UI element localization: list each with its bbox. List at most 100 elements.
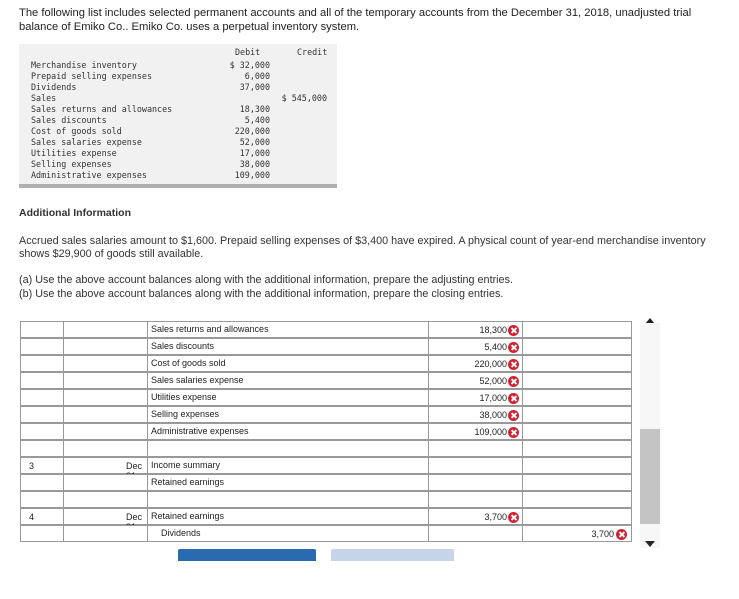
debit-cell[interactable] [429,457,523,474]
credit-cell[interactable] [523,338,632,355]
account-cell[interactable]: Sales returns and allowances [148,321,576,338]
previous-button[interactable] [178,549,316,561]
account-cell[interactable]: Sales salaries expense [148,372,576,389]
account-cell[interactable]: Sales discounts [148,338,576,355]
next-button[interactable] [331,549,454,561]
trial-balance-row: Cost of goods sold 220,000 [19,126,337,137]
credit-cell[interactable] [523,389,632,406]
credit-cell[interactable]: 3,700 [523,525,632,542]
date-cell[interactable] [64,491,148,508]
debit-cell[interactable]: 5,400 [429,338,523,355]
entry-number-cell [20,389,64,406]
trial-balance-table: Debit Credit Merchandise inventory $ 32,0… [19,44,337,188]
journal-row: Cost of goods sold 220,000 [20,355,632,372]
journal-row: Selling expenses 38,000 [20,406,632,423]
debit-cell[interactable] [429,440,523,457]
entry-number-cell [20,474,64,491]
account-cell[interactable] [148,440,429,457]
scroll-up-icon[interactable] [645,318,655,324]
date-cell[interactable] [64,406,148,423]
entry-number-cell [20,525,64,542]
account-name: Dividends [161,528,201,538]
credit-cell[interactable] [523,474,632,491]
journal-row: Sales salaries expense 52,000 [20,372,632,389]
date-cell[interactable] [64,440,148,457]
debit-cell[interactable] [429,474,523,491]
debit-cell[interactable]: 17,000 [429,389,523,406]
entry-number-cell: 4 [20,508,64,525]
account-cell[interactable]: Administrative expenses [148,423,576,440]
question-b: (b) Use the above account balances along… [19,288,504,300]
account-cell[interactable]: Retained earnings [148,508,576,525]
debit-cell[interactable]: 220,000 [429,355,523,372]
account-cell[interactable]: Cost of goods sold [148,355,576,372]
credit-cell[interactable] [523,457,632,474]
date-cell[interactable]: Dec 31 [64,508,148,532]
date-cell[interactable] [64,474,148,491]
tb-account: Sales discounts [31,115,107,125]
debit-value: 18,300 [479,325,507,335]
entry-number-cell [20,440,64,457]
tb-debit: 109,000 [234,170,270,180]
credit-cell[interactable] [523,423,632,440]
date-cell[interactable] [64,321,148,338]
credit-cell[interactable] [523,508,632,525]
debit-cell[interactable] [429,491,523,508]
tb-account: Utilities expense [31,148,117,158]
date-cell[interactable] [64,389,148,406]
debit-value: 17,000 [479,393,507,403]
journal-row: Utilities expense 17,000 [20,389,632,406]
journal-row: Dividends 3,700 [20,525,632,542]
account-cell[interactable] [148,491,429,508]
trial-balance-row: Merchandise inventory $ 32,000 [19,60,337,71]
question-a: (a) Use the above account balances along… [19,274,513,286]
trial-balance-row: Selling expenses 38,000 [19,159,337,170]
date-cell[interactable] [64,338,148,355]
account-name: Cost of goods sold [151,358,226,368]
date-cell[interactable] [64,372,148,389]
tb-debit: 6,000 [244,71,270,81]
credit-cell[interactable] [523,491,632,508]
credit-cell[interactable] [523,372,632,389]
debit-cell[interactable]: 3,700 [429,508,523,525]
trial-balance-row: Sales discounts 5,400 [19,115,337,126]
credit-cell[interactable] [523,406,632,423]
tb-credit: $ 545,000 [281,93,327,103]
date-cell[interactable]: Dec 31 [64,457,148,481]
credit-cell[interactable] [523,355,632,372]
journal-row [20,491,632,508]
debit-cell[interactable]: 18,300 [429,321,523,338]
entry-number: 3 [29,461,35,471]
account-name: Selling expenses [151,409,220,419]
account-name: Retained earnings [151,511,225,521]
additional-info-title: Additional Information [19,207,131,219]
scroll-down-icon[interactable] [645,541,655,547]
tb-account: Dividends [31,82,77,92]
date-cell[interactable] [64,423,148,440]
x-icon [508,393,519,404]
scroll-thumb[interactable] [640,429,660,524]
account-cell[interactable]: Selling expenses [148,406,576,423]
account-name: Utilities expense [151,392,217,402]
credit-cell[interactable] [523,321,632,338]
date-cell[interactable] [64,355,148,372]
tb-account: Sales [31,93,57,103]
account-cell[interactable]: Income summary [148,457,576,474]
journal-row: 3 Dec 31Income summary [20,457,632,481]
entry-number-cell: 3 [20,457,64,474]
debit-cell[interactable]: 52,000 [429,372,523,389]
account-cell[interactable]: Retained earnings [148,474,576,491]
credit-value: 3,700 [591,529,614,539]
debit-cell[interactable] [429,525,523,542]
credit-cell[interactable] [523,440,632,457]
journal-scrollbar[interactable] [640,315,660,555]
debit-cell[interactable]: 109,000 [429,423,523,440]
trial-balance-row: Dividends 37,000 [19,82,337,93]
account-cell[interactable]: Dividends [148,525,576,542]
account-name: Sales salaries expense [151,375,244,385]
debit-cell[interactable]: 38,000 [429,406,523,423]
debit-value: 109,000 [474,427,507,437]
tb-debit: $ 32,000 [229,60,270,70]
date-cell[interactable] [64,525,148,542]
account-cell[interactable]: Utilities expense [148,389,576,406]
